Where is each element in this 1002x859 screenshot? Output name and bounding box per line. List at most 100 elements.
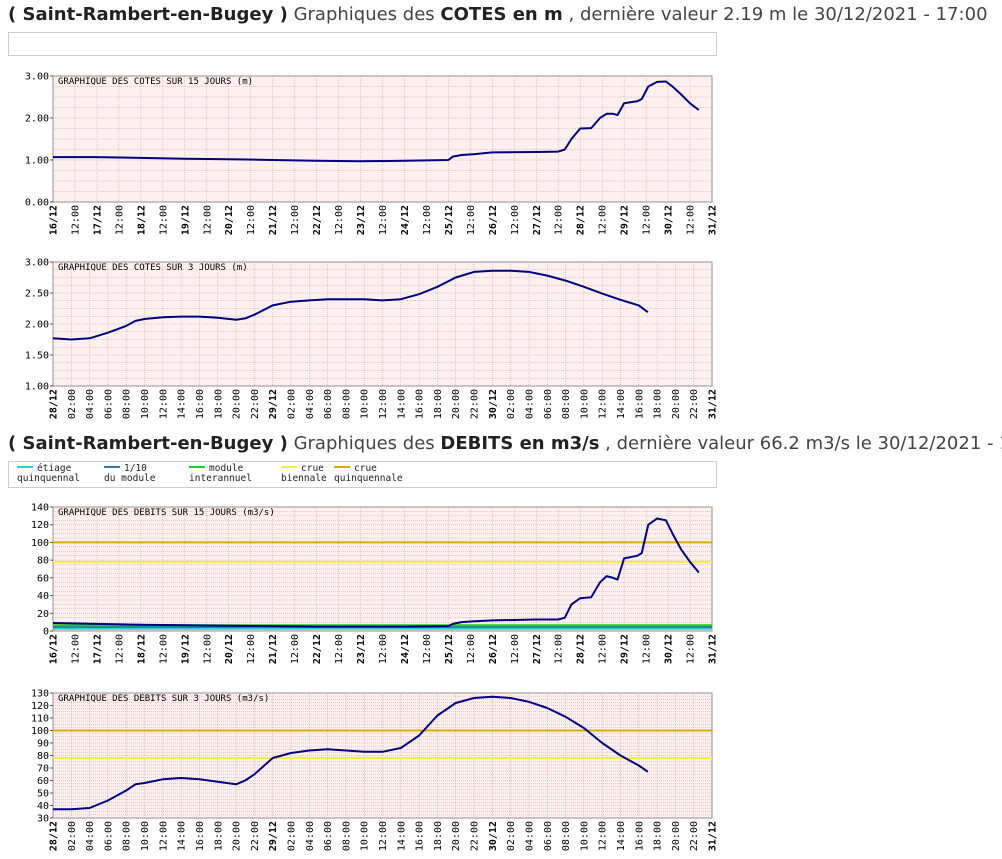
x-tick-label: 04:00 (524, 389, 535, 419)
legend-label: quinquennale (334, 473, 403, 484)
x-tick-label: 14:00 (616, 389, 627, 419)
x-tick-label: 22:00 (470, 389, 481, 419)
y-tick-label: 20 (37, 609, 49, 620)
x-tick-label: 12:00 (334, 205, 345, 235)
x-tick-label: 04:00 (305, 389, 316, 419)
x-tick-label: 12:00 (158, 821, 169, 851)
x-tick-label: 23/12 (356, 634, 367, 664)
y-tick-label: 0.00 (25, 198, 49, 209)
x-tick-label: 08:00 (122, 389, 133, 419)
x-tick-label: 12:00 (290, 205, 301, 235)
x-tick-label: 18:00 (653, 821, 664, 851)
y-tick-label: 2.00 (25, 320, 49, 331)
x-tick-label: 29/12 (268, 821, 279, 851)
chart-title: GRAPHIQUE DES COTES SUR 15 JOURS (m) (58, 77, 253, 87)
y-tick-label: 2.50 (25, 289, 49, 300)
x-tick-label: 26/12 (488, 205, 499, 235)
x-tick-label: 10:00 (140, 821, 151, 851)
x-tick-label: 22/12 (312, 634, 323, 664)
legend-item: 1/10 du module (104, 464, 155, 484)
header-debits: ( Saint-Rambert-en-Bugey ) Graphiques de… (8, 433, 1002, 454)
x-tick-label: 18:00 (433, 821, 444, 851)
header-kind: COTES en m (440, 4, 563, 25)
x-tick-label: 10:00 (579, 821, 590, 851)
x-tick-label: 12:00 (158, 389, 169, 419)
x-tick-label: 24/12 (400, 205, 411, 235)
x-tick-label: 14:00 (396, 389, 407, 419)
x-tick-label: 31/12 (708, 205, 719, 235)
x-tick-label: 12:00 (378, 389, 389, 419)
series-line (53, 80, 700, 163)
x-tick-label: 21/12 (268, 634, 279, 664)
x-tick-label: 20:00 (232, 821, 243, 851)
x-tick-label: 12:00 (246, 205, 257, 235)
x-tick-label: 06:00 (543, 389, 554, 419)
x-tick-label: 12:00 (202, 205, 213, 235)
x-tick-label: 14:00 (177, 821, 188, 851)
header-pre: Graphiques des (293, 433, 435, 454)
chart-debits-3-jours: 28/12 02:00 04:00 06:00 08:00 10:00 12:00 14:00… (31, 689, 719, 852)
x-tick-label: 12:00 (158, 205, 169, 235)
x-tick-label: 14:00 (396, 821, 407, 851)
y-tick-label: 2.00 (25, 114, 49, 125)
x-tick-label: 12:00 (554, 634, 565, 664)
x-tick-label: 22:00 (689, 389, 700, 419)
x-tick-label: 21/12 (268, 205, 279, 235)
x-tick-label: 06:00 (323, 821, 334, 851)
x-tick-label: 12:00 (158, 634, 169, 664)
x-tick-label: 20:00 (671, 821, 682, 851)
x-tick-label: 22:00 (250, 389, 261, 419)
y-tick-label: 3.00 (25, 258, 49, 269)
y-tick-label: 90 (37, 739, 49, 750)
x-tick-label: 12:00 (378, 821, 389, 851)
x-tick-label: 17/12 (92, 634, 103, 664)
x-tick-label: 27/12 (532, 634, 543, 664)
legend-swatch (104, 465, 120, 468)
y-tick-label: 50 (37, 789, 49, 800)
legend-swatch (334, 465, 350, 468)
x-tick-label: 10:00 (360, 389, 371, 419)
x-tick-label: 12:00 (246, 634, 257, 664)
series-line (52, 517, 700, 628)
x-tick-label: 08:00 (561, 389, 572, 419)
x-tick-label: 18:00 (213, 389, 224, 419)
x-tick-label: 18:00 (213, 821, 224, 851)
x-tick-label: 12:00 (510, 205, 521, 235)
x-tick-label: 16:00 (634, 821, 645, 851)
x-tick-label: 04:00 (524, 821, 535, 851)
header-kind: DEBITS en m3/s (440, 433, 600, 454)
x-tick-label: 29/12 (620, 205, 631, 235)
x-tick-label: 10:00 (579, 389, 590, 419)
x-tick-label: 20:00 (671, 389, 682, 419)
x-tick-label: 16/12 (49, 634, 60, 664)
x-tick-label: 12:00 (378, 205, 389, 235)
x-tick-label: 28/12 (49, 389, 60, 419)
x-tick-label: 12:00 (598, 205, 609, 235)
x-tick-label: 30/12 (488, 389, 499, 419)
x-tick-label: 12:00 (378, 634, 389, 664)
legend-label: 1/10 (124, 463, 147, 474)
chart-cotes-3-jours: 28/12 02:00 04:00 06:00 08:00 10:00 12:00 14:00… (25, 258, 719, 420)
y-tick-label: 1.00 (25, 382, 49, 393)
x-tick-label: 29/12 (620, 634, 631, 664)
x-tick-label: 02:00 (506, 389, 517, 419)
x-tick-label: 24/12 (400, 634, 411, 664)
x-tick-label: 14:00 (177, 389, 188, 419)
header-cotes: ( Saint-Rambert-en-Bugey ) Graphiques de… (8, 4, 988, 25)
series-line (52, 269, 649, 341)
legend-swatch (281, 465, 297, 468)
x-tick-label: 12:00 (290, 634, 301, 664)
x-tick-label: 16:00 (195, 821, 206, 851)
y-tick-label: 30 (37, 814, 49, 825)
x-tick-label: 16:00 (415, 821, 426, 851)
x-tick-label: 22:00 (250, 821, 261, 851)
x-tick-label: 12:00 (642, 634, 653, 664)
x-tick-label: 10:00 (140, 389, 151, 419)
station-name: ( Saint-Rambert-en-Bugey ) (8, 433, 288, 454)
x-tick-label: 12:00 (466, 634, 477, 664)
legend-swatch (189, 465, 205, 468)
x-tick-label: 02:00 (286, 389, 297, 419)
x-tick-label: 25/12 (444, 205, 455, 235)
x-tick-label: 28/12 (49, 821, 60, 851)
x-tick-label: 28/12 (576, 205, 587, 235)
